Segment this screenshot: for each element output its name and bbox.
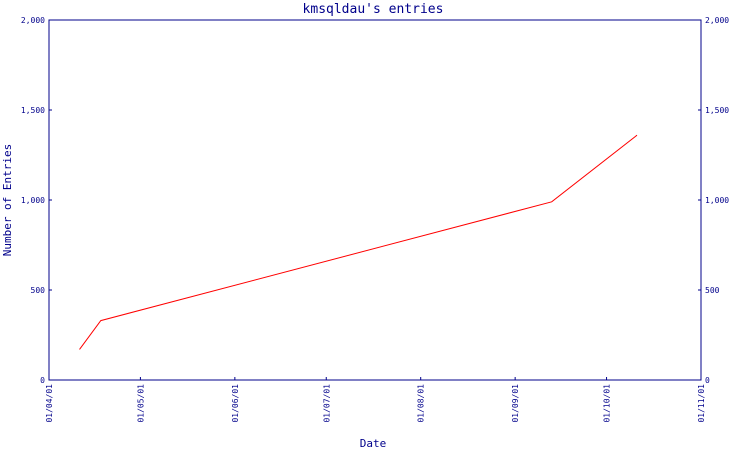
y-tick-label-left: 1,500 <box>21 106 45 115</box>
x-tick-label: 01/05/01 <box>136 384 145 423</box>
y-tick-label-left: 1,000 <box>21 196 45 205</box>
y-tick-label-right: 1,500 <box>705 106 729 115</box>
x-tick-label: 01/07/01 <box>322 384 331 423</box>
series-line <box>79 134 638 350</box>
y-tick-label-right: 500 <box>705 286 720 295</box>
x-tick-label: 01/08/01 <box>417 384 426 423</box>
y-axis-label: Number of Entries <box>1 144 14 257</box>
x-axis-label: Date <box>360 437 387 450</box>
plot-area-frame <box>48 19 702 381</box>
x-tick-label: 01/11/01 <box>697 384 706 423</box>
y-tick-label-left: 2,000 <box>21 16 45 25</box>
x-tick-label: 01/10/01 <box>603 384 612 423</box>
x-tick-label: 01/09/01 <box>511 384 520 423</box>
y-tick-label-right: 2,000 <box>705 16 729 25</box>
series-group <box>79 134 638 350</box>
y-axis-right: 0 500 1,000 1,500 2,000 <box>698 16 729 385</box>
x-tick-label: 01/04/01 <box>45 384 54 423</box>
chart-title: kmsqldau's entries <box>303 2 444 17</box>
y-tick-label-left: 500 <box>31 286 46 295</box>
y-tick-label-right: 0 <box>705 376 710 385</box>
x-tick-label: 01/06/01 <box>231 384 240 423</box>
y-tick-label-left: 0 <box>40 376 45 385</box>
y-axis-left: 0 500 1,000 1,500 2,000 <box>21 16 52 385</box>
x-axis: 01/04/01 01/05/01 01/06/01 01/07/01 01/08/01… <box>45 377 706 423</box>
y-tick-label-right: 1,000 <box>705 196 729 205</box>
